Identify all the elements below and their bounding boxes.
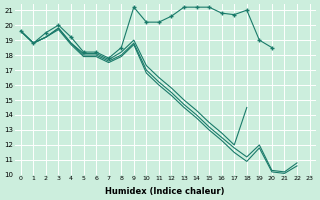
X-axis label: Humidex (Indice chaleur): Humidex (Indice chaleur) <box>106 187 225 196</box>
